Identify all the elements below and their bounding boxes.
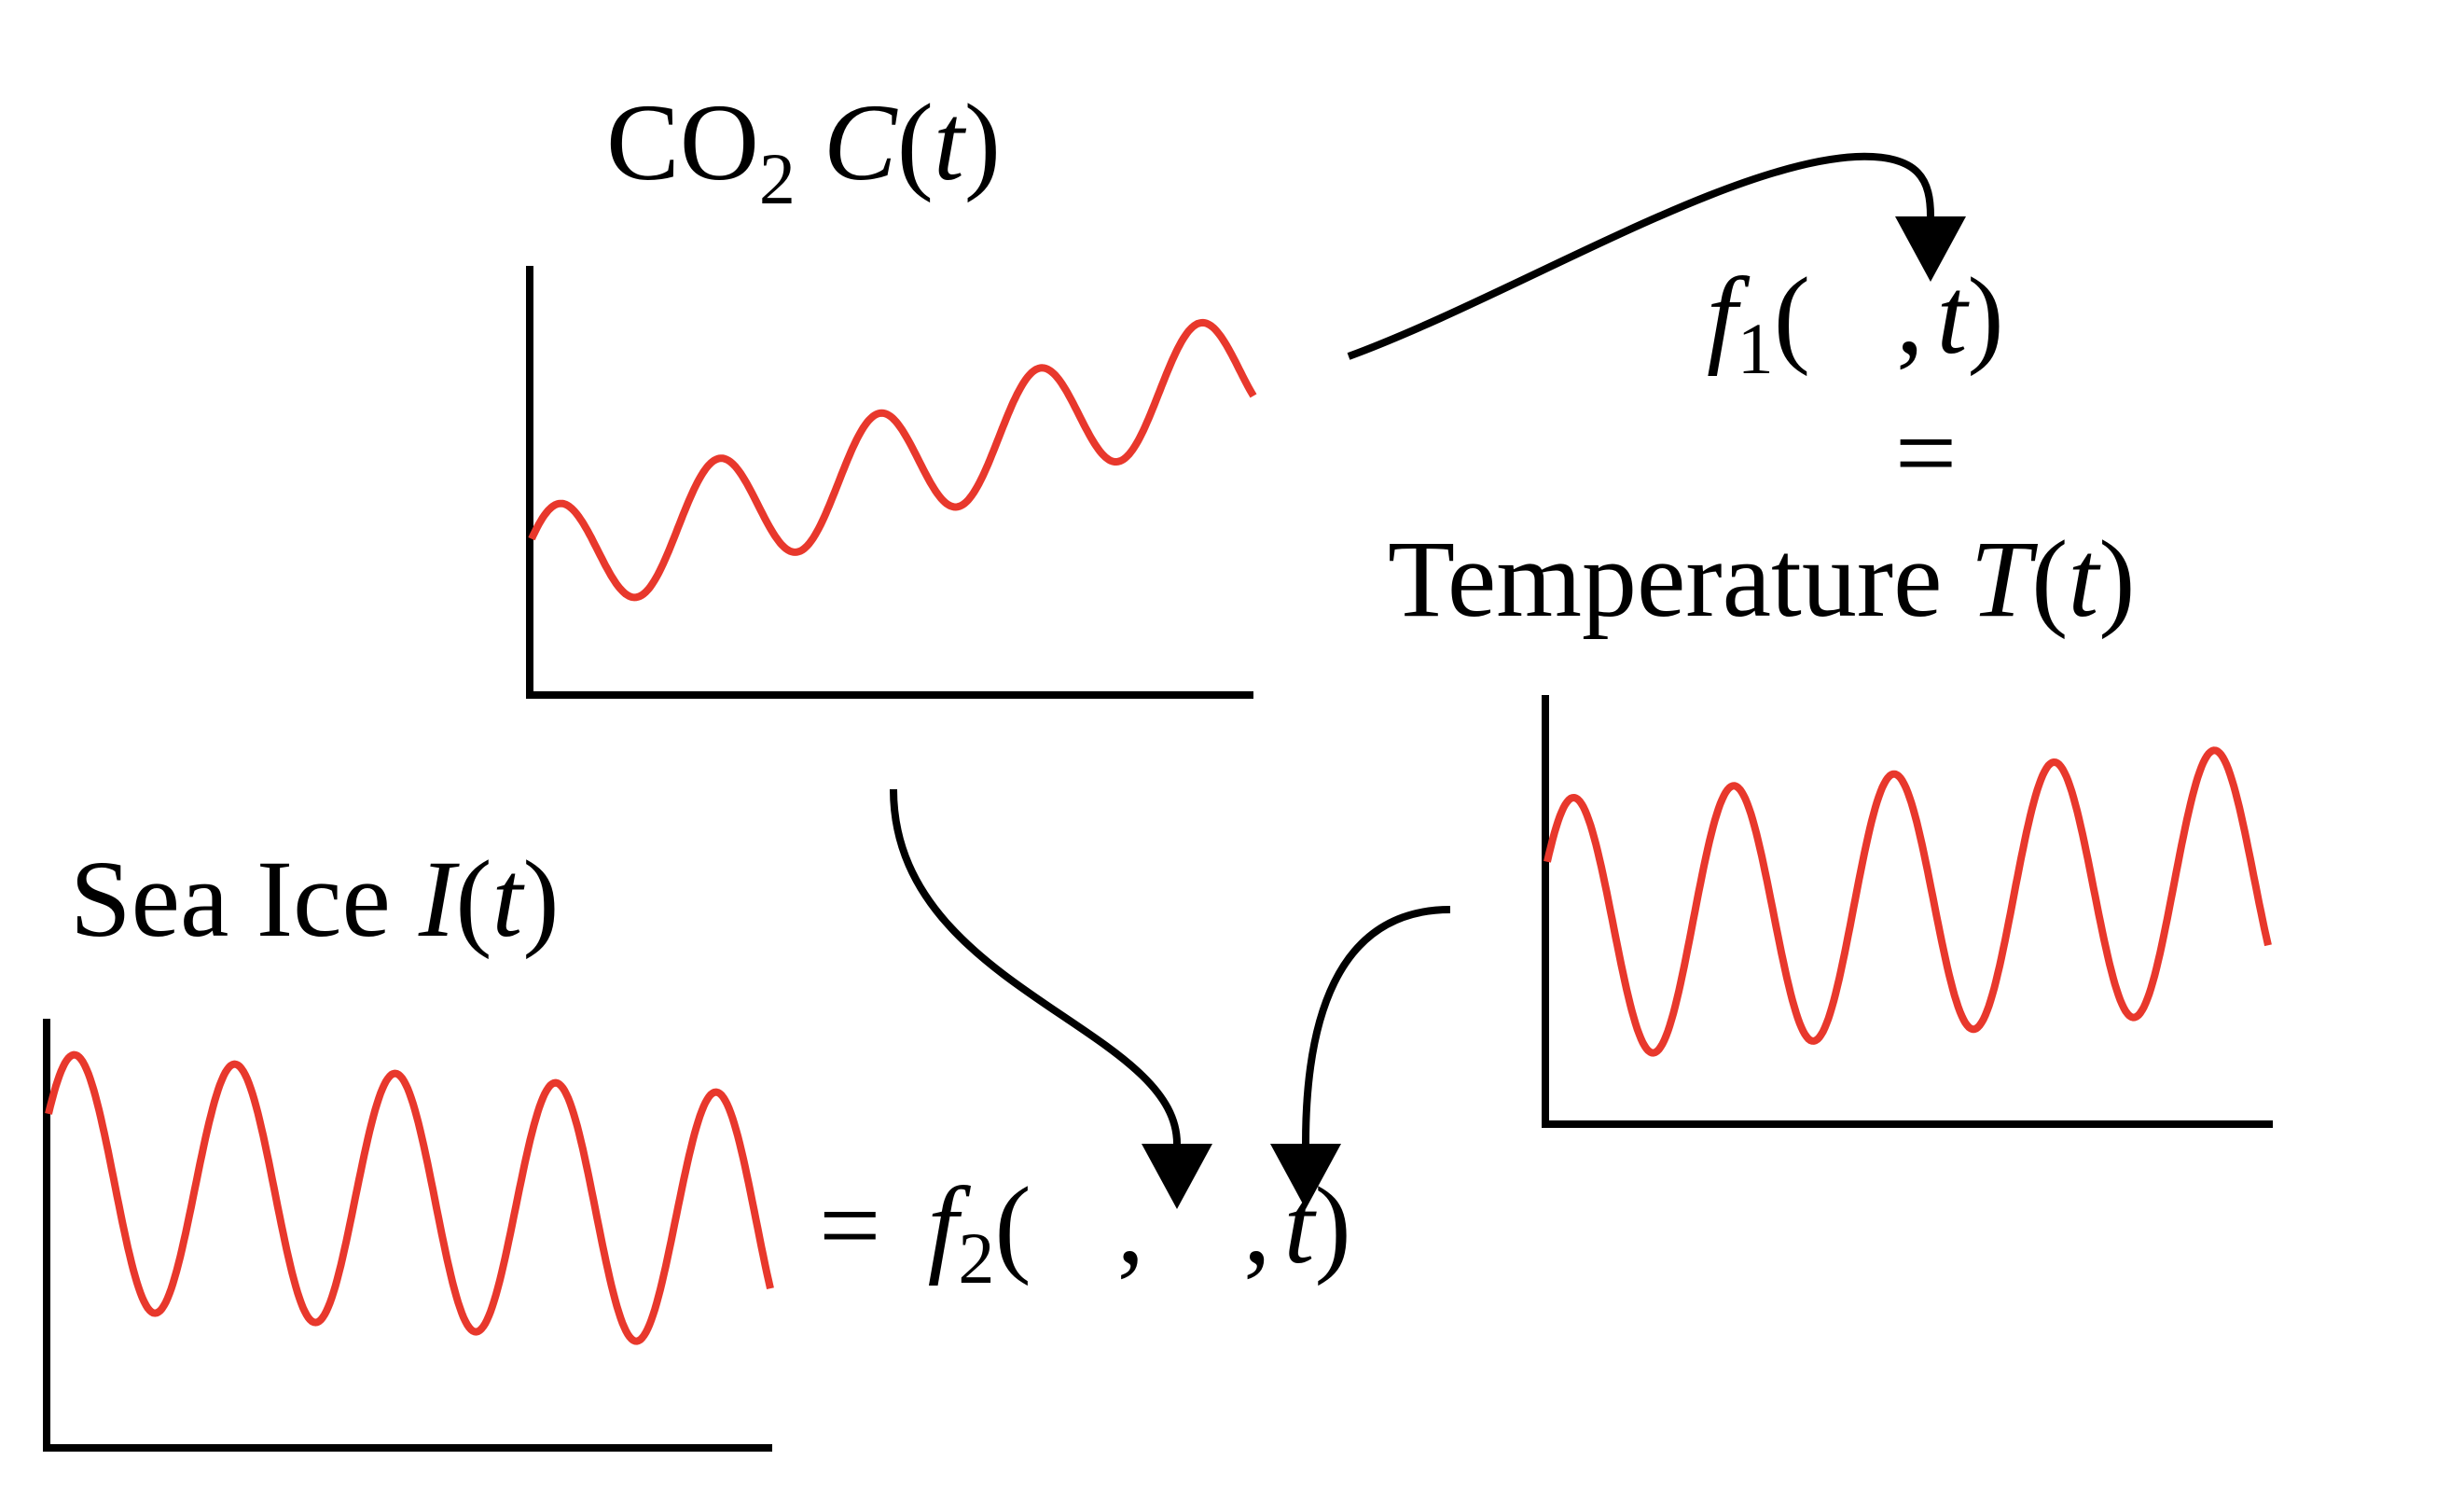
co2-curve [528, 318, 1257, 602]
arrow-temperature-to-f2-head [1270, 1144, 1341, 1209]
arrow-co2-to-f2 [890, 788, 1212, 1209]
f2-sep2: , [1243, 1164, 1271, 1286]
co2-label: CO2 C(t) [606, 81, 1001, 219]
co2-arg-open: ( [897, 81, 934, 203]
sea-ice-name: Sea Ice [70, 838, 391, 960]
sea-ice-curve [45, 1050, 774, 1345]
co2-name: CO [606, 81, 759, 203]
arrow-co2-to-f1 [1347, 152, 1966, 360]
temperature-arg-open: ( [2031, 518, 2068, 640]
f2-equation: = f2(,, t) [819, 1164, 1351, 1299]
f2-sep1: , [1117, 1164, 1145, 1286]
co2-axes [526, 266, 1253, 699]
sea-ice-axes [43, 1019, 772, 1452]
arrow-co2-to-f2-head [1142, 1144, 1212, 1209]
arrow-co2-to-f2-line [890, 788, 1181, 1145]
f1-label: f1(, t) [1707, 255, 2004, 389]
arrow-temperature-to-f2 [1270, 906, 1451, 1209]
co2-subscript: 2 [759, 138, 796, 219]
temperature-axes [1542, 695, 2273, 1128]
sea-ice-symbol: I [418, 838, 460, 960]
sea-ice-label: Sea Ice I(t) [70, 838, 560, 960]
temperature-arg-close: ) [2098, 518, 2135, 640]
temperature-curve [1543, 746, 2272, 1057]
f1-sep: , [1896, 255, 1924, 377]
svg-text:f1(,t): f1(, t) [1707, 255, 2004, 389]
f1-arg: t [1937, 255, 1971, 377]
sea-ice-arg: t [492, 838, 526, 960]
arrow-temperature-to-f2-line [1302, 906, 1451, 1145]
temperature-name: Temperature [1388, 518, 1943, 640]
svg-text:=f2(,,t): = f2(,, t) [819, 1164, 1351, 1299]
f2-equals: = [819, 1164, 881, 1286]
f2-open: ( [994, 1164, 1031, 1286]
sea-ice-arg-open: ( [455, 838, 491, 960]
co2-plot [526, 266, 1257, 699]
f2-close: ) [1314, 1164, 1350, 1286]
co2-arg-close: ) [964, 81, 1001, 203]
f1-subscript: 1 [1737, 308, 1774, 389]
temperature-label: Temperature T(t) [1388, 518, 2136, 640]
f2-subscript: 2 [958, 1217, 994, 1299]
temperature-plot [1542, 695, 2273, 1128]
equals-sign: = [1895, 392, 1958, 514]
sea-ice-plot [43, 1019, 774, 1452]
arrow-co2-to-f1-line [1347, 152, 1934, 360]
f1-open: ( [1774, 255, 1810, 377]
co2-symbol: C [824, 81, 898, 203]
f1-close: ) [1967, 255, 2003, 377]
temperature-arg: t [2068, 518, 2101, 640]
sea-ice-arg-close: ) [522, 838, 559, 960]
arrow-co2-to-f1-head [1895, 216, 1966, 282]
co2-arg: t [934, 81, 967, 203]
temperature-symbol: T [1971, 518, 2039, 640]
